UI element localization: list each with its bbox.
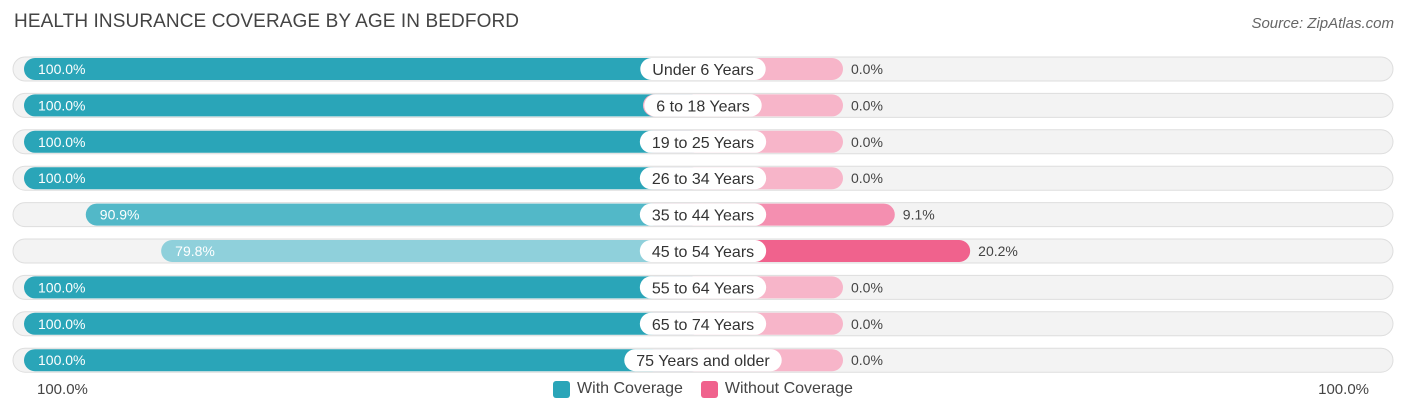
label-with-coverage: 100.0% [38, 170, 85, 186]
label-without-coverage: 20.2% [978, 243, 1018, 259]
category-label: 45 to 54 Years [652, 244, 754, 261]
bar-with-coverage [24, 349, 703, 372]
bar-with-coverage [24, 94, 703, 117]
category-label: 19 to 25 Years [652, 135, 754, 152]
label-without-coverage: 0.0% [851, 134, 883, 150]
category-label: 35 to 44 Years [652, 208, 754, 225]
bar-with-coverage [24, 312, 703, 335]
category-pill [624, 349, 782, 372]
source-label: Source: ZipAtlas.com [1251, 15, 1394, 32]
category-pill [639, 312, 767, 335]
label-without-coverage: 0.0% [851, 279, 883, 295]
label-with-coverage: 100.0% [38, 352, 85, 368]
legend-item-with-coverage: With Coverage [553, 380, 683, 398]
chart-title: HEALTH INSURANCE COVERAGE BY AGE IN BEDF… [14, 11, 520, 32]
legend-label-without-coverage: Without Coverage [724, 380, 853, 397]
axis-left-label: 100.0% [37, 381, 88, 398]
category-label: 65 to 74 Years [652, 317, 754, 334]
legend: With Coverage Without Coverage [0, 380, 1406, 398]
label-with-coverage: 100.0% [38, 97, 85, 113]
category-label: 55 to 64 Years [652, 280, 754, 297]
category-pill [640, 58, 766, 80]
legend-label-with-coverage: With Coverage [577, 380, 683, 397]
coverage-chart: 100.0% Under 6 Years 0.0% 100.0% 6 to 18 Yea… [12, 56, 1394, 373]
label-with-coverage: 100.0% [38, 279, 85, 295]
label-without-coverage: 9.1% [903, 207, 935, 223]
legend-swatch-with-coverage [553, 380, 571, 398]
label-with-coverage: 79.8% [175, 243, 215, 259]
label-without-coverage: 0.0% [851, 316, 883, 332]
bar-with-coverage [24, 276, 703, 299]
bar-with-coverage [161, 240, 703, 262]
label-with-coverage: 90.9% [100, 207, 140, 223]
category-label: 6 to 18 Years [656, 98, 749, 115]
legend-item-without-coverage: Without Coverage [700, 380, 853, 398]
label-with-coverage: 100.0% [38, 316, 85, 332]
label-without-coverage: 0.0% [851, 97, 883, 113]
category-label: 26 to 34 Years [652, 171, 754, 188]
category-pill [639, 203, 767, 226]
category-pill [644, 94, 762, 117]
category-pill [639, 276, 767, 299]
label-without-coverage: 0.0% [851, 61, 883, 77]
label-with-coverage: 100.0% [38, 61, 85, 77]
bar-with-coverage [24, 130, 703, 153]
category-pill [639, 167, 767, 190]
bar-with-coverage [24, 58, 703, 80]
label-with-coverage: 100.0% [38, 134, 85, 150]
bar-with-coverage [24, 167, 703, 190]
category-pill [639, 240, 767, 262]
category-label: Under 6 Years [652, 62, 753, 79]
category-pill [639, 130, 767, 153]
category-label: 75 Years and older [636, 353, 770, 370]
axis-right-label: 100.0% [1318, 381, 1369, 398]
legend-swatch-without-coverage [700, 380, 718, 398]
label-without-coverage: 0.0% [851, 170, 883, 186]
bar-with-coverage [85, 203, 703, 226]
label-without-coverage: 0.0% [851, 352, 883, 368]
